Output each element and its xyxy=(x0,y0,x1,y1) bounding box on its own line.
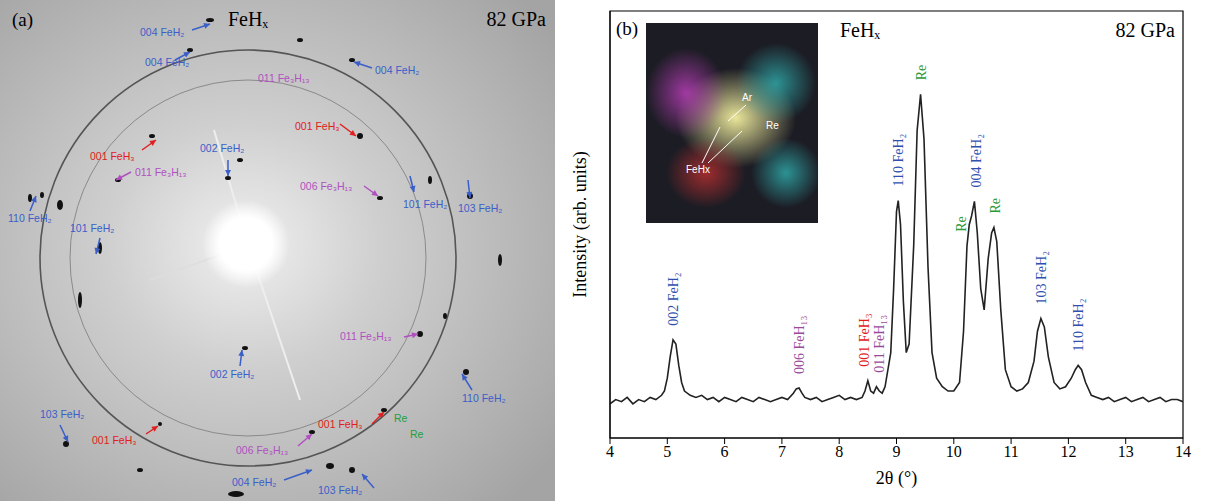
svg-text:5: 5 xyxy=(663,443,671,460)
svg-text:006 FeH₁₃: 006 FeH₁₃ xyxy=(792,316,807,374)
svg-text:110 FeH₂: 110 FeH₂ xyxy=(462,392,506,404)
svg-text:FeHₓ: FeHₓ xyxy=(840,19,880,41)
svg-text:8: 8 xyxy=(835,443,843,460)
svg-text:101 FeH₂: 101 FeH₂ xyxy=(403,198,447,210)
svg-text:7: 7 xyxy=(778,443,786,460)
svg-text:Re: Re xyxy=(988,198,1003,214)
svg-text:2θ (°): 2θ (°) xyxy=(876,468,917,489)
svg-text:Re: Re xyxy=(394,412,408,424)
svg-text:(b): (b) xyxy=(616,18,638,40)
svg-text:002 FeH₂: 002 FeH₂ xyxy=(666,272,681,326)
svg-text:110 FeH₂: 110 FeH₂ xyxy=(1071,298,1086,351)
svg-text:FeHx: FeHx xyxy=(686,164,710,175)
svg-text:002 FeH₂: 002 FeH₂ xyxy=(200,142,244,154)
svg-text:001 FeH₃: 001 FeH₃ xyxy=(318,418,363,430)
svg-text:110 FeH₂: 110 FeH₂ xyxy=(891,133,906,186)
svg-text:103 FeH₂: 103 FeH₂ xyxy=(1034,251,1049,305)
svg-text:004 FeH₂: 004 FeH₂ xyxy=(232,476,276,488)
svg-text:12: 12 xyxy=(1060,443,1076,460)
svg-text:Re: Re xyxy=(914,65,929,81)
svg-text:004 FeH₂: 004 FeH₂ xyxy=(375,64,419,76)
svg-text:103 FeH₂: 103 FeH₂ xyxy=(40,408,84,420)
svg-text:011 Fe₃H₁₃: 011 Fe₃H₁₃ xyxy=(135,166,187,178)
svg-text:4: 4 xyxy=(606,443,614,460)
svg-text:001 FeH₃: 001 FeH₃ xyxy=(90,150,135,162)
svg-text:Intensity (arb. units): Intensity (arb. units) xyxy=(570,151,591,297)
svg-text:110 FeH₂: 110 FeH₂ xyxy=(8,212,52,224)
svg-text:Re: Re xyxy=(766,120,779,131)
svg-text:9: 9 xyxy=(893,443,901,460)
svg-text:001 FeH₃: 001 FeH₃ xyxy=(857,313,872,367)
svg-text:82 GPa: 82 GPa xyxy=(487,8,547,30)
svg-text:82 GPa: 82 GPa xyxy=(1116,19,1176,41)
svg-text:14: 14 xyxy=(1175,443,1191,460)
svg-text:011 Fe₃H₁₃: 011 Fe₃H₁₃ xyxy=(258,72,310,84)
svg-text:004 FeH₂: 004 FeH₂ xyxy=(140,26,184,38)
svg-text:101 FeH₂: 101 FeH₂ xyxy=(70,222,114,234)
svg-text:002 FeH₂: 002 FeH₂ xyxy=(210,368,254,380)
svg-text:11: 11 xyxy=(1003,443,1018,460)
svg-text:011 FeH₁₃: 011 FeH₁₃ xyxy=(872,315,887,373)
svg-text:001 FeH₃: 001 FeH₃ xyxy=(295,120,340,132)
svg-text:004 FeH₂: 004 FeH₂ xyxy=(969,134,984,188)
svg-text:011 Fe₃H₁₃: 011 Fe₃H₁₃ xyxy=(340,330,392,342)
svg-text:001 FeH₃: 001 FeH₃ xyxy=(92,434,137,446)
svg-text:Re: Re xyxy=(410,428,424,440)
svg-text:004 FeH₂: 004 FeH₂ xyxy=(145,56,189,68)
svg-text:103 FeH₂: 103 FeH₂ xyxy=(458,202,502,214)
svg-text:FeHₓ: FeHₓ xyxy=(228,8,268,30)
svg-text:(a): (a) xyxy=(12,9,33,31)
svg-text:006 Fe₃H₁₃: 006 Fe₃H₁₃ xyxy=(300,180,352,192)
svg-text:6: 6 xyxy=(721,443,729,460)
svg-text:Re: Re xyxy=(954,216,969,232)
svg-text:103 FeH₂: 103 FeH₂ xyxy=(318,484,362,496)
svg-text:Ar: Ar xyxy=(742,92,753,103)
svg-text:13: 13 xyxy=(1118,443,1134,460)
svg-text:10: 10 xyxy=(946,443,962,460)
svg-text:006 Fe₃H₁₃: 006 Fe₃H₁₃ xyxy=(236,444,288,456)
